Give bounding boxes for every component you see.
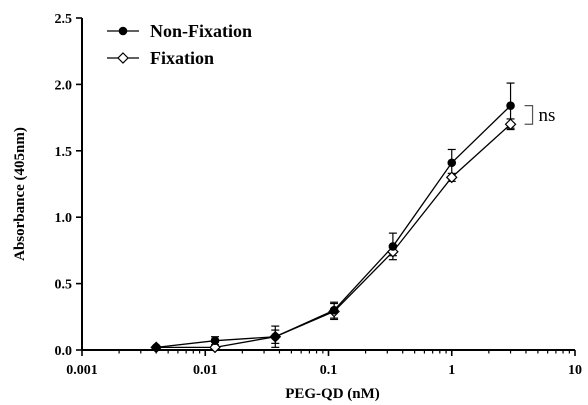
data-point-fixation bbox=[209, 341, 221, 354]
significance-label: ns bbox=[539, 105, 556, 126]
legend: Non-Fixation Fixation bbox=[107, 21, 252, 68]
legend-marker bbox=[117, 52, 129, 64]
x-axis-title: PEG-QD (nM) bbox=[285, 386, 380, 402]
data-point-non-fixation bbox=[329, 305, 339, 315]
legend-marker bbox=[118, 26, 128, 36]
y-tick-label: 0.5 bbox=[55, 278, 73, 293]
y-tick-label: 1.0 bbox=[55, 211, 73, 226]
y-tick-label: 0.0 bbox=[55, 344, 73, 359]
y-tick-label: 2.0 bbox=[55, 78, 73, 93]
y-axis-title: Absorbance (405nm) bbox=[12, 127, 28, 261]
data-point-non-fixation bbox=[506, 101, 515, 110]
axes: 0.0 0.5 1.0 1.5 2.0 2.5 0.001 0.01 0.1 1 10 bbox=[55, 12, 583, 378]
data-point-non-fixation bbox=[447, 158, 457, 168]
annotations: ns bbox=[524, 105, 556, 126]
x-tick-label: 10 bbox=[568, 363, 582, 378]
x-tick-label: 0.01 bbox=[193, 363, 218, 378]
y-tick-label: 1.5 bbox=[55, 145, 73, 160]
legend-label: Non-Fixation bbox=[150, 21, 252, 41]
data-point-non-fixation bbox=[151, 343, 161, 352]
series-layer bbox=[150, 82, 517, 354]
x-tick-label: 0.001 bbox=[66, 363, 98, 378]
data-point-non-fixation bbox=[388, 242, 398, 251]
data-point-fixation bbox=[445, 171, 458, 184]
x-tick-label: 0.1 bbox=[320, 363, 338, 378]
data-point-non-fixation bbox=[270, 332, 280, 342]
data-point-non-fixation bbox=[210, 336, 220, 346]
data-point-fixation bbox=[504, 118, 517, 131]
x-tick-label: 1 bbox=[448, 363, 455, 378]
legend-label: Fixation bbox=[150, 48, 214, 68]
y-tick-label: 2.5 bbox=[55, 12, 73, 27]
significance-bracket bbox=[524, 105, 534, 125]
